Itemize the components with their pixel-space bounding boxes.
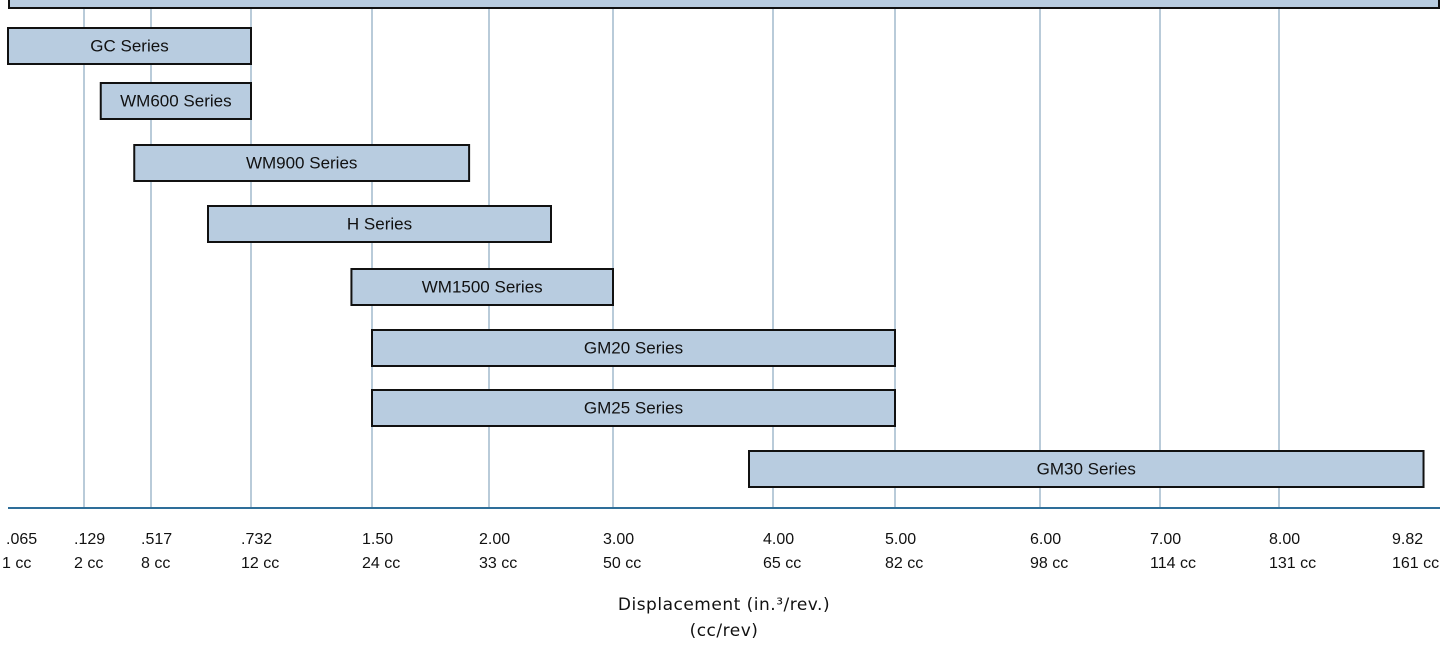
series-bar-label: H Series	[347, 214, 412, 233]
x-axis-title-secondary: (cc/rev)	[690, 621, 759, 641]
series-bar	[371, 389, 896, 427]
tick-label-cc: 161 cc	[1392, 555, 1439, 572]
tick-label-layer: .065 1 cc .129 2 cc .517 8 cc .732 12 cc 1.50 24 …	[2, 531, 1439, 572]
tick-label-in3: .517	[141, 531, 172, 548]
series-bar	[133, 144, 471, 182]
tick-label-cc: 12 cc	[241, 555, 279, 572]
tick-label-in3: 4.00	[763, 531, 794, 548]
series-bar-label: WM1500 Series	[422, 277, 543, 296]
tick-label-in3: 1.50	[362, 531, 393, 548]
tick-label-in3: 8.00	[1269, 531, 1300, 548]
tick-label-cc: 98 cc	[1030, 555, 1068, 572]
series-bar	[350, 268, 614, 306]
x-axis-title: Displacement (in.³/rev.)	[618, 595, 830, 615]
tick-label-cc: 24 cc	[362, 555, 400, 572]
bar-layer: GC Series WM600 Series WM900 Series H Serie…	[7, 0, 1440, 488]
tick-label-in3: .732	[241, 531, 272, 548]
tick-label-cc: 2 cc	[74, 555, 103, 572]
series-bar	[748, 450, 1425, 488]
tick-label-cc: 82 cc	[885, 555, 923, 572]
tick-label-in3: 5.00	[885, 531, 916, 548]
tick-label-in3: 7.00	[1150, 531, 1181, 548]
tick-label-cc: 131 cc	[1269, 555, 1316, 572]
series-bar-label: GM30 Series	[1037, 459, 1136, 478]
top-range-bar	[8, 0, 1440, 9]
series-bar	[371, 329, 896, 367]
series-bar-label: WM900 Series	[246, 153, 357, 172]
series-bar-label: GM20 Series	[584, 338, 683, 357]
series-bar-label: WM600 Series	[120, 91, 231, 110]
series-bar	[207, 205, 552, 243]
series-bar	[7, 27, 252, 65]
tick-label-cc: 114 cc	[1150, 555, 1196, 572]
tick-label-in3: 3.00	[603, 531, 634, 548]
tick-label-cc: 8 cc	[141, 555, 170, 572]
tick-label-in3: 9.82	[1392, 531, 1423, 548]
tick-label-in3: 6.00	[1030, 531, 1061, 548]
series-bar-label: GC Series	[90, 36, 168, 55]
series-bar	[99, 82, 252, 120]
series-bar-label: GM25 Series	[584, 398, 683, 417]
tick-label-in3: 2.00	[479, 531, 510, 548]
tick-label-cc: 33 cc	[479, 555, 517, 572]
tick-label-cc: 50 cc	[603, 555, 641, 572]
tick-label-cc: 1 cc	[2, 555, 31, 572]
tick-label-in3: .065	[6, 531, 37, 548]
tick-label-cc: 65 cc	[763, 555, 801, 572]
tick-label-in3: .129	[74, 531, 105, 548]
grid-layer	[83, 0, 1280, 508]
